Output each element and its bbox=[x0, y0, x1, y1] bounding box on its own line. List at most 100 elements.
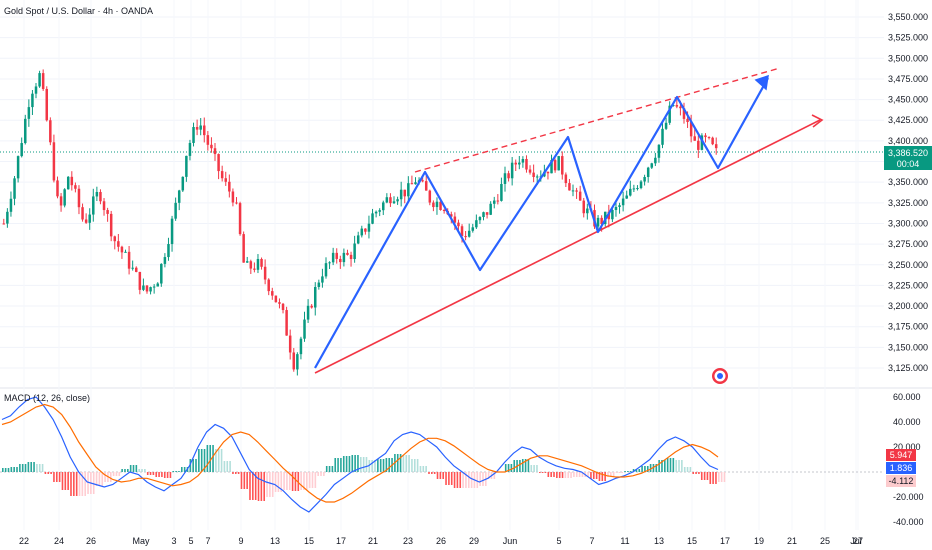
candle-body bbox=[693, 136, 696, 141]
support-trendline[interactable] bbox=[314, 119, 821, 374]
macd-tick-label: 60.000 bbox=[893, 392, 921, 402]
time-tick-label: 21 bbox=[787, 536, 797, 546]
candle-body bbox=[102, 201, 106, 211]
candle-body bbox=[704, 135, 707, 138]
time-tick-label: 9 bbox=[238, 536, 243, 546]
macd-histogram-bar bbox=[115, 472, 118, 476]
macd-histogram-bar bbox=[217, 449, 220, 472]
macd-histogram-bar bbox=[482, 472, 484, 486]
macd-line bbox=[1, 396, 719, 513]
macd-histogram-bar bbox=[81, 472, 84, 496]
macd-title: MACD (12, 26, close) bbox=[4, 393, 90, 403]
symbol-title[interactable]: Gold Spot / U.S. Dollar · 4h · OANDA bbox=[4, 6, 153, 16]
candle-body bbox=[160, 263, 163, 284]
candle-body bbox=[24, 118, 27, 144]
candle-body bbox=[235, 202, 238, 204]
macd-histogram-bar bbox=[695, 472, 697, 474]
price-tick-label: 3,150.000 bbox=[888, 342, 928, 352]
candle-body bbox=[700, 135, 704, 150]
candle-body bbox=[9, 198, 13, 212]
macd-histogram-bar bbox=[334, 458, 337, 472]
macd-histogram-bar bbox=[575, 472, 578, 477]
macd-histogram-bar bbox=[644, 466, 646, 472]
macd-histogram-bar bbox=[288, 472, 291, 490]
macd-histogram-bar bbox=[661, 460, 663, 472]
time-tick-label: 24 bbox=[54, 536, 64, 546]
macd-histogram-bar bbox=[195, 459, 197, 472]
time-tick-label: 13 bbox=[654, 536, 664, 546]
macd-histogram-bar bbox=[232, 472, 234, 474]
macd-histogram-bar bbox=[431, 472, 433, 474]
macd-histogram-bar bbox=[200, 449, 203, 472]
macd-histogram-bar bbox=[41, 464, 44, 472]
macd-histogram-bar bbox=[570, 472, 572, 478]
macd-histogram-bar bbox=[683, 467, 686, 472]
price-tick-label: 3,125.000 bbox=[888, 363, 928, 373]
macd-histogram-bar bbox=[368, 460, 371, 472]
macd-histogram-bar bbox=[371, 460, 373, 472]
candle-body bbox=[557, 156, 560, 171]
macd-histogram-bar bbox=[169, 472, 172, 478]
candle-body bbox=[299, 338, 303, 355]
macd-histogram-bar bbox=[564, 472, 567, 478]
candle-body bbox=[385, 197, 389, 203]
macd-value-badges: 5.947 1.836 -4.112 bbox=[886, 449, 916, 487]
macd-histogram-bar bbox=[158, 472, 160, 477]
macd-histogram-bar bbox=[504, 464, 507, 472]
candle-body bbox=[518, 162, 521, 165]
macd-histogram-bar bbox=[655, 464, 658, 472]
macd-histogram-bar bbox=[573, 472, 575, 477]
macd-histogram-bar bbox=[405, 455, 408, 472]
macd-histogram-bar bbox=[615, 472, 618, 473]
time-tick-label: May bbox=[132, 536, 150, 546]
zigzag-path[interactable] bbox=[314, 77, 769, 369]
price-tick-label: 3,475.000 bbox=[888, 74, 928, 84]
candle-body bbox=[371, 213, 374, 224]
candle-body bbox=[399, 189, 403, 200]
candle-body bbox=[296, 354, 299, 370]
macd-histogram-bar bbox=[178, 471, 180, 472]
macd-histogram-bar bbox=[47, 472, 50, 474]
macd-histogram-bar bbox=[283, 472, 285, 490]
macd-histogram-bar bbox=[192, 459, 194, 472]
macd-histogram-bar bbox=[561, 472, 564, 478]
candle-body bbox=[231, 191, 235, 203]
candle-body bbox=[578, 191, 582, 201]
candle-body bbox=[596, 217, 600, 227]
candle-body bbox=[188, 142, 192, 156]
time-tick-label: 15 bbox=[304, 536, 314, 546]
macd-histogram-bar bbox=[632, 469, 635, 472]
macd-histogram-bar bbox=[280, 472, 283, 492]
macd-histogram-bar bbox=[382, 459, 385, 472]
macd-histogram-bar bbox=[453, 472, 456, 488]
macd-histogram-bar bbox=[556, 472, 558, 478]
macd-histogram-bar bbox=[541, 472, 544, 473]
candle-body bbox=[611, 210, 614, 220]
macd-histogram-bar bbox=[340, 458, 342, 472]
macd-histogram-bar bbox=[183, 467, 186, 472]
macd-histogram-bar bbox=[209, 445, 212, 472]
candle-body bbox=[210, 144, 213, 149]
macd-histogram-bar bbox=[277, 472, 280, 492]
macd-histogram-bar bbox=[462, 472, 464, 488]
candle-body bbox=[510, 162, 514, 179]
macd-histogram-bar bbox=[203, 449, 206, 472]
candle-body bbox=[403, 189, 407, 197]
macd-histogram-bar bbox=[78, 472, 81, 496]
macd-histogram-bar bbox=[50, 472, 52, 474]
resistance-trendline[interactable] bbox=[414, 67, 781, 173]
candle-body bbox=[31, 93, 34, 108]
candle-body bbox=[457, 222, 460, 227]
macd-histogram-bar bbox=[587, 472, 589, 477]
candle-body bbox=[81, 207, 84, 220]
candle-body bbox=[697, 140, 700, 150]
events-icon[interactable] bbox=[712, 368, 728, 384]
macd-histogram-bar bbox=[328, 466, 331, 472]
macd-histogram-bar bbox=[38, 464, 41, 472]
candle-body bbox=[63, 189, 66, 206]
candle-body bbox=[453, 216, 457, 223]
candle-body bbox=[245, 261, 249, 263]
macd-histogram-bar bbox=[67, 472, 69, 490]
macd-histogram-bar bbox=[294, 472, 297, 491]
